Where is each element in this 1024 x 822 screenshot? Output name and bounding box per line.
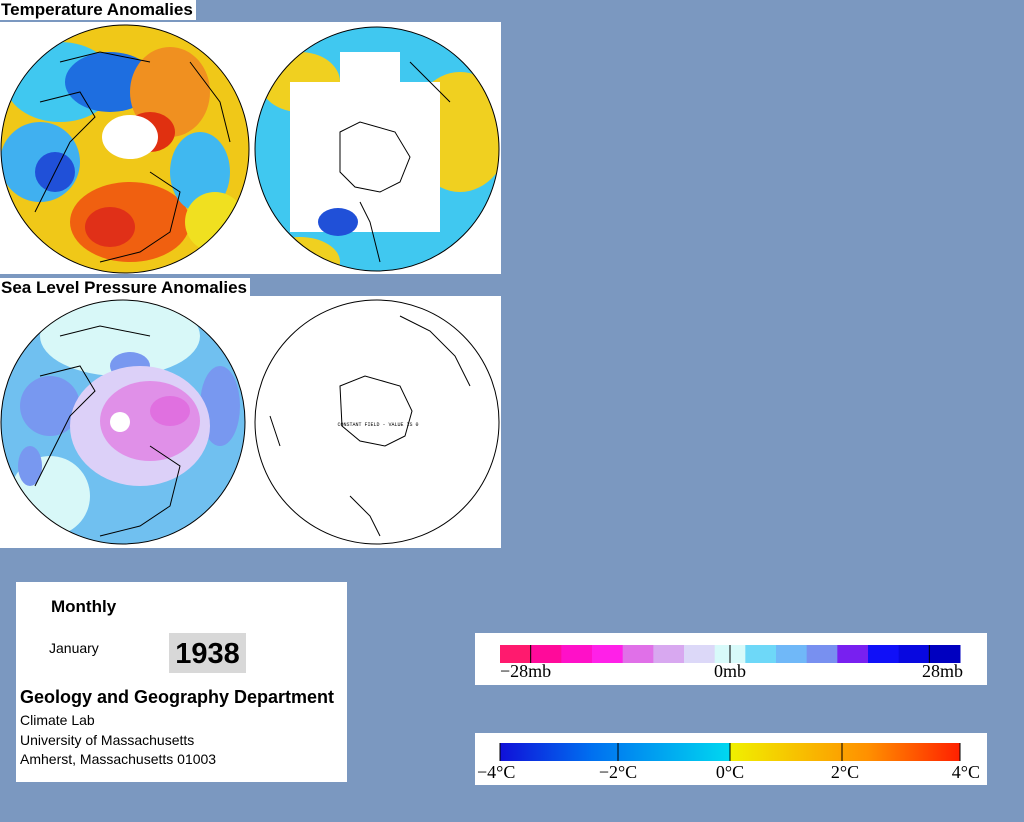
southern-hemisphere-temperature-map — [255, 27, 499, 271]
pressure-swatch-11 — [837, 645, 869, 663]
temperature-label-2: −2°C — [599, 762, 637, 782]
temperature-maps-panel — [0, 22, 501, 274]
pressure-swatch-5 — [653, 645, 685, 663]
pressure-swatch-12 — [868, 645, 900, 663]
southern-hemisphere-pressure-map: CONSTANT FIELD - VALUE IS 0 — [254, 299, 500, 545]
lab-name: Climate Lab — [20, 712, 95, 728]
pressure-label-min: −28mb — [500, 661, 551, 681]
northern-hemisphere-temperature-map — [1, 25, 249, 273]
pressure-maps-panel: CONSTANT FIELD - VALUE IS 0 — [0, 296, 501, 548]
pressure-swatch-2 — [561, 645, 593, 663]
pressure-swatch-4 — [622, 645, 654, 663]
pressure-swatch-1 — [530, 645, 562, 663]
pressure-swatch-13 — [898, 645, 930, 663]
pressure-legend: −28mb 0mb 28mb — [475, 633, 987, 685]
temperature-anomalies-title: Temperature Anomalies — [0, 0, 196, 20]
period-label: Monthly — [51, 597, 117, 616]
sea-level-pressure-anomalies-title: Sea Level Pressure Anomalies — [0, 278, 251, 298]
university-name: University of Massachusetts — [20, 732, 195, 748]
month-label: January — [49, 640, 99, 656]
pressure-swatch-6 — [684, 645, 716, 663]
pressure-swatch-14 — [929, 645, 961, 663]
pressure-swatch-0 — [500, 645, 532, 663]
temperature-label-1: −4°C — [477, 762, 515, 782]
info-box: Monthly January 1938 Geology and Geograp… — [16, 582, 347, 782]
department-name: Geology and Geography Department — [20, 687, 335, 707]
pressure-label-max: 28mb — [922, 661, 963, 681]
constant-field-note: CONSTANT FIELD - VALUE IS 0 — [337, 422, 418, 428]
temperature-label-3: 0°C — [716, 762, 744, 782]
temperature-legend: −4°C −2°C 0°C 2°C 4°C — [475, 733, 987, 785]
pressure-swatch-9 — [776, 645, 808, 663]
pressure-swatch-8 — [745, 645, 777, 663]
temperature-label-5: 4°C — [952, 762, 980, 782]
pressure-swatch-10 — [806, 645, 838, 663]
temperature-label-4: 2°C — [831, 762, 859, 782]
year-label: 1938 — [169, 633, 246, 673]
address-line: Amherst, Massachusetts 01003 — [20, 751, 217, 767]
pressure-label-mid: 0mb — [714, 661, 746, 681]
northern-hemisphere-pressure-map — [1, 300, 245, 544]
pressure-swatch-3 — [592, 645, 624, 663]
